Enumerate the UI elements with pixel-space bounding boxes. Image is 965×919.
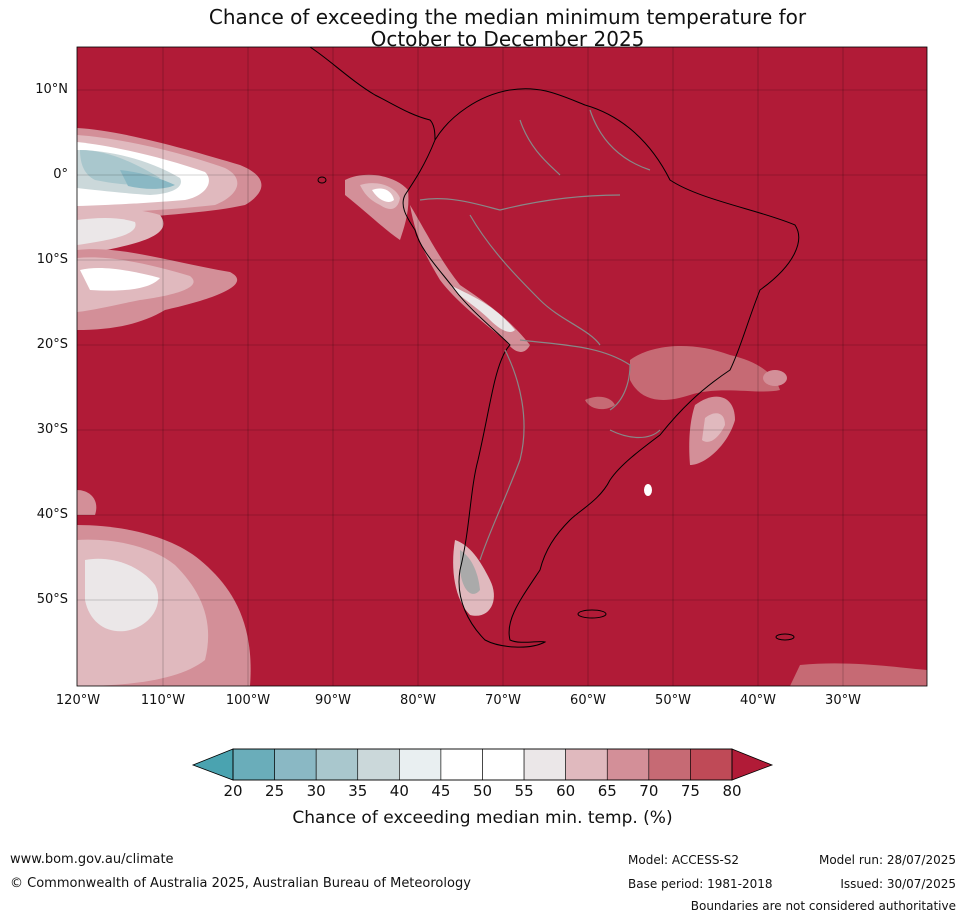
colorbar-left-arrow: [191, 748, 234, 781]
footer-base-period: Base period: 1981-2018: [628, 877, 773, 891]
south-america-coastline: [402, 88, 800, 648]
footer-disclaimer: Boundaries are not considered authoritat…: [690, 899, 956, 913]
lon-label-70w: 70°W: [485, 693, 521, 708]
footer-copyright: © Commonwealth of Australia 2025, Austra…: [10, 876, 471, 891]
colorbar-segments: [232, 748, 733, 781]
chart-title-line-2: October to December 2025: [370, 27, 645, 51]
colorbar-segment: [606, 748, 650, 781]
lat-label-10s: 10°S: [36, 252, 68, 267]
colorbar-tick-label: 45: [431, 782, 451, 800]
lon-label-80w: 80°W: [400, 693, 436, 708]
central-america-coastline: [309, 47, 436, 141]
colorbar-segment: [232, 748, 275, 781]
colorbar-tick-label: 35: [348, 782, 368, 800]
colorbar-tick-label: 55: [514, 782, 534, 800]
colorbar-segment: [399, 748, 442, 781]
colorbar-tick-label: 25: [265, 782, 285, 800]
footer-model-run: Model run: 28/07/2025: [818, 853, 956, 867]
colorbar-segment: [440, 748, 483, 781]
country-borders: [419, 109, 661, 561]
chart-title-line-1: Chance of exceeding the median minimum t…: [208, 5, 807, 29]
colorbar-segment: [357, 748, 400, 781]
footer-model: Model: ACCESS-S2: [628, 853, 740, 867]
lat-label-0: 0°: [53, 167, 68, 182]
colorbar-tick-label: 65: [597, 782, 617, 800]
colorbar-segment: [648, 748, 691, 781]
islands: [317, 176, 795, 641]
colorbar-right-arrow: [731, 748, 774, 781]
colorbar-tick-label: 70: [639, 782, 659, 800]
colorbar-segment: [482, 748, 525, 781]
colorbar-tick-label: 80: [722, 782, 742, 800]
lon-label-60w: 60°W: [570, 693, 606, 708]
colorbar-segment: [690, 748, 733, 781]
lon-label-120w: 120°W: [55, 693, 101, 708]
south-atlantic-anomaly: [585, 345, 787, 496]
colorbar-segment: [523, 748, 566, 781]
colorbar-label: Chance of exceeding median min. temp. (%…: [292, 808, 673, 828]
map-gridlines: [77, 47, 927, 686]
lat-label-40s: 40°S: [36, 507, 68, 522]
colorbar-segment: [565, 748, 608, 781]
colorbar-segment: [315, 748, 359, 781]
lon-label-40w: 40°W: [740, 693, 776, 708]
footer-issued: Issued: 30/07/2025: [840, 877, 956, 891]
colorbar-tick-label: 60: [556, 782, 576, 800]
colorbar-segment: [274, 748, 317, 781]
colorbar-tick-label: 75: [680, 782, 700, 800]
lon-label-100w: 100°W: [225, 693, 271, 708]
lat-label-10n: 10°N: [35, 82, 68, 97]
lon-label-90w: 90°W: [315, 693, 351, 708]
colorbar-tick-label: 20: [223, 782, 243, 800]
lon-label-50w: 50°W: [655, 693, 691, 708]
lon-label-30w: 30°W: [825, 693, 861, 708]
lat-label-20s: 20°S: [36, 337, 68, 352]
peru-coast-anomaly: [345, 174, 409, 240]
colorbar-tick-label: 30: [306, 782, 326, 800]
pacific-equatorial-anomaly: [77, 128, 262, 330]
colorbar-tick-label: 40: [389, 782, 409, 800]
southeast-pacific-anomaly: [77, 490, 927, 686]
lat-label-30s: 30°S: [36, 422, 68, 437]
footer-url: www.bom.gov.au/climate: [10, 852, 174, 867]
colorbar-tick-label: 50: [472, 782, 493, 800]
lon-label-110w: 110°W: [140, 693, 186, 708]
lat-label-50s: 50°S: [36, 592, 68, 607]
